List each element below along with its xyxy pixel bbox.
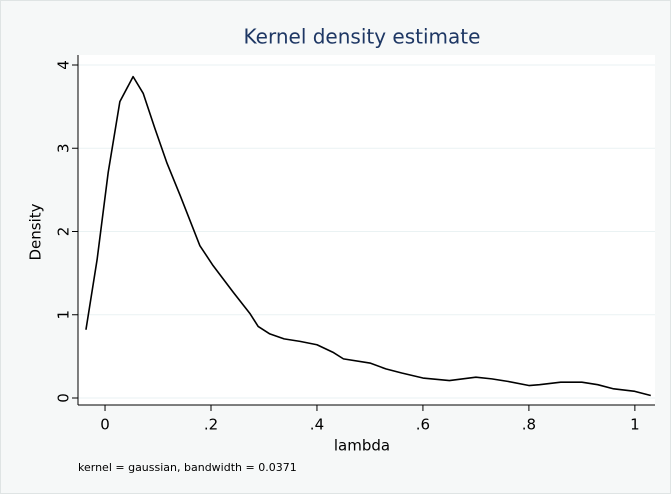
chart-title: Kernel density estimate	[244, 25, 481, 49]
y-axis-label: Density	[27, 203, 45, 260]
x-tick-label: .2	[204, 416, 218, 434]
y-tick-label: 1	[55, 310, 73, 320]
x-tick-label: .4	[310, 416, 324, 434]
plot-area	[78, 55, 655, 405]
y-tick-label: 3	[55, 143, 73, 153]
y-tick-label: 0	[55, 393, 73, 403]
y-tick-label: 4	[55, 60, 73, 70]
x-tick-label: 0	[100, 416, 110, 434]
y-tick-label: 2	[55, 227, 73, 237]
density-line	[85, 75, 651, 397]
x-tick-label: 1	[630, 416, 640, 434]
x-tick-label: .8	[522, 416, 536, 434]
x-axis-label: lambda	[334, 437, 390, 455]
x-tick-label: .6	[416, 416, 430, 434]
note: kernel = gaussian, bandwidth = 0.0371	[78, 461, 297, 474]
